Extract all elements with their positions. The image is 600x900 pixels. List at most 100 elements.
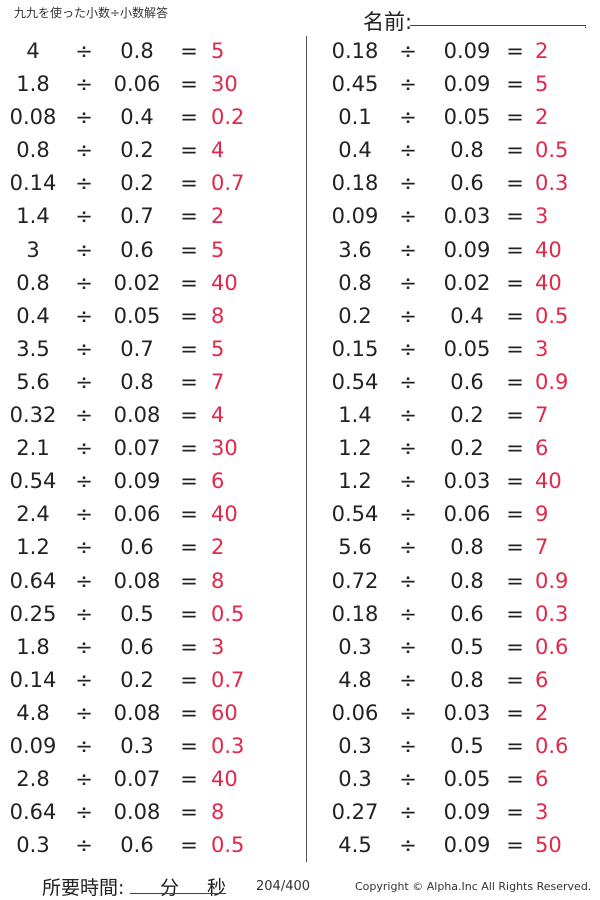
dividend: 2.1 [16,436,50,461]
division-sign: ÷ [399,733,417,758]
dividend: 1.2 [338,436,372,461]
dividend: 4 [26,39,40,63]
divisor: 0.09 [443,39,491,63]
answer: 8 [211,568,225,593]
dividend: 0.18 [331,171,379,196]
dividend: 0.54 [9,469,57,494]
equals-sign: = [506,568,524,593]
answer: 8 [211,800,225,825]
equals-sign: = [506,667,524,692]
dividend: 0.8 [16,138,50,163]
division-sign: ÷ [399,767,417,792]
answer: 3 [211,634,225,659]
dividend: 0.08 [9,105,57,130]
equals-sign: = [180,237,198,262]
dividend: 0.32 [9,403,57,428]
divisor: 0.05 [113,303,161,328]
dividend: 0.54 [331,502,379,527]
equals-sign: = [180,138,198,163]
division-sign: ÷ [399,535,417,560]
answer: 0.6 [535,634,569,659]
divisor: 0.6 [120,535,154,560]
divisor: 0.8 [120,39,154,63]
dividend: 4.8 [338,667,372,692]
divisor: 0.8 [120,369,154,394]
division-sign: ÷ [399,667,417,692]
divisor: 0.03 [443,469,491,494]
minutes-line[interactable] [130,893,226,894]
divisor: 0.6 [450,369,484,394]
divisor: 0.09 [443,237,491,262]
answer: 0.9 [535,369,569,394]
divisor: 0.3 [120,733,154,758]
divisor: 0.8 [450,138,484,163]
dividend: 4.8 [16,700,50,725]
division-sign: ÷ [399,369,417,394]
equals-sign: = [506,204,524,229]
division-sign: ÷ [399,502,417,527]
division-sign: ÷ [399,601,417,626]
dividend: 2.8 [16,767,50,792]
division-sign: ÷ [75,436,93,461]
answer: 2 [535,39,549,63]
division-sign: ÷ [399,403,417,428]
answer: 7 [535,535,549,560]
dividend: 0.64 [9,800,57,825]
answer: 3 [535,336,549,361]
equals-sign: = [506,171,524,196]
dividend: 1.8 [16,72,50,97]
name-line[interactable] [410,25,586,26]
dividend: 0.18 [331,39,379,63]
divisor: 0.06 [113,72,161,97]
division-sign: ÷ [75,535,93,560]
equals-sign: = [180,800,198,825]
division-sign: ÷ [75,800,93,825]
copyright: Copyright © Alpha.Inc All Rights Reserve… [355,880,592,893]
divisor: 0.7 [120,204,154,229]
equals-sign: = [180,601,198,626]
equals-sign: = [506,72,524,97]
name-label: 名前: [363,10,413,34]
equals-sign: = [180,270,198,295]
dividend: 1.4 [16,204,50,229]
division-sign: ÷ [75,502,93,527]
equals-sign: = [506,138,524,163]
dividend: 0.54 [331,369,379,394]
division-sign: ÷ [75,72,93,97]
division-sign: ÷ [399,39,417,63]
division-sign: ÷ [75,204,93,229]
answer: 0.7 [211,171,245,196]
division-sign: ÷ [75,700,93,725]
answer: 6 [535,767,549,792]
answer: 7 [535,403,549,428]
divisor: 0.2 [120,138,154,163]
dividend: 0.64 [9,568,57,593]
dividend: 0.06 [331,700,379,725]
divisor: 0.6 [450,171,484,196]
divisor: 0.05 [443,105,491,130]
divisor: 0.08 [113,800,161,825]
dividend: 0.4 [338,138,372,163]
answer: 0.9 [535,568,569,593]
equals-sign: = [506,436,524,461]
divisor: 0.2 [450,436,484,461]
equals-sign: = [506,369,524,394]
dividend: 0.8 [338,270,372,295]
division-sign: ÷ [399,105,417,130]
divisor: 0.8 [450,667,484,692]
answer: 0.5 [535,303,569,328]
division-sign: ÷ [75,733,93,758]
division-sign: ÷ [75,105,93,130]
divisor: 0.09 [443,800,491,825]
divisor: 0.6 [120,833,154,858]
division-sign: ÷ [75,171,93,196]
answer: 30 [211,436,238,461]
answer: 3 [535,800,549,825]
divisor: 0.2 [120,171,154,196]
answer: 6 [535,436,549,461]
equals-sign: = [506,105,524,130]
divisor: 0.03 [443,700,491,725]
divisor: 0.5 [120,601,154,626]
equals-sign: = [180,833,198,858]
division-sign: ÷ [75,568,93,593]
